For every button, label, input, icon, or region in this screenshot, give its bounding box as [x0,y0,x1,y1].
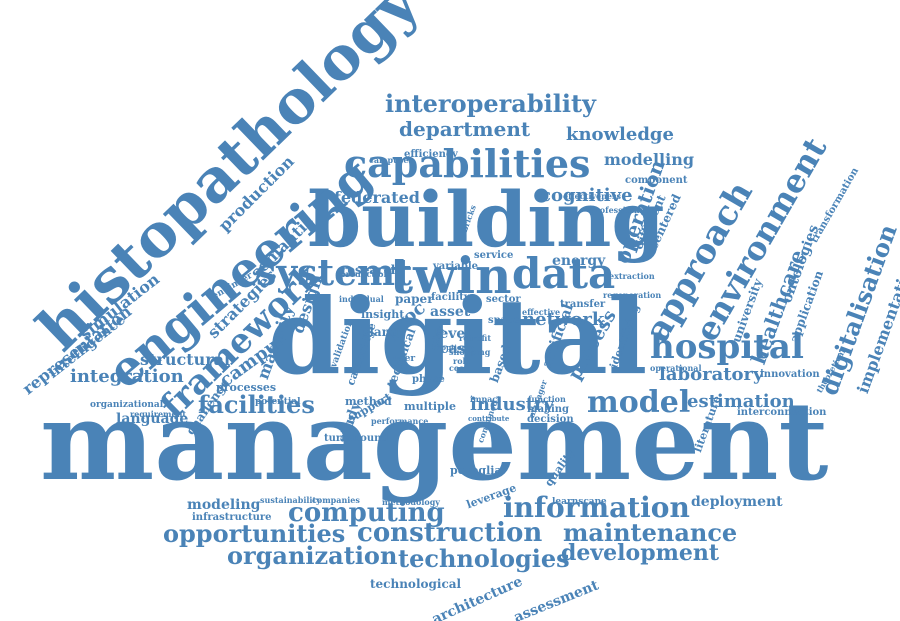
word-interoperability-23: interoperability [385,89,596,118]
word-twin-5: twin [390,246,512,305]
word-contribute-126: contribute [468,414,510,423]
word-model-14: model [587,385,691,420]
word-technological-60: technological [370,577,462,591]
word-network-49: network [522,309,605,330]
word-potential-99: potential [255,397,301,407]
word-cognitive-32: cognitive [540,185,633,206]
word-integration-35: integration [70,366,184,387]
word-campuses-74: campuses [369,155,414,165]
word-performance-124: performance [371,416,429,426]
word-management-0: management [40,379,829,505]
word-capabilities-8: capabilities [344,141,591,186]
word-cost-114: cost [449,363,468,373]
word-retrofit-112: retrofit [459,333,492,343]
word-processes-54: processes [216,381,277,394]
word-function-109: function [528,394,566,404]
word-language-46: language [116,411,189,427]
word-organization-20: organization [227,541,398,570]
word-space-84: space [488,315,520,326]
word-modeling-55: modeling [187,497,261,513]
word-department-24: department [399,117,531,141]
word-asset-79: asset [430,304,471,320]
word-extraction-121: extraction [609,271,655,281]
word-energy-50: energy [552,253,606,269]
word-phase-115: phase [412,374,445,385]
word-learnscape-91: learnscape [552,497,607,507]
word-federated-34: federated [334,188,420,207]
word-facilities-13: facilities [198,390,315,419]
word-methodology-94: methodology [382,497,440,507]
word-data-7: data [512,249,616,298]
word-making-110: making [527,404,570,415]
word-island-82: island [358,325,399,339]
word-knowledge-25: knowledge [566,124,674,145]
word-construction-17: construction [357,518,543,548]
word-insight-89: insight [361,308,405,321]
word-individual-127: individual [339,294,384,304]
word-computing-16: computing [288,498,445,528]
word-modelling-26: modelling [604,150,695,169]
word-structural-45: structural [140,350,231,369]
word-regeneration-120: regeneration [603,290,662,300]
word-effectiveness-104: effectiveness [563,191,622,201]
word-infrastructure-56: infrastructure [192,512,272,523]
word-transfer-85: transfer [560,299,606,310]
word-variable-76: variable [433,261,478,272]
word-industry-48: industry [470,394,554,415]
word-production-119: production [340,269,390,279]
word-effective-103: effective [522,307,561,317]
word-level-77: level [434,326,471,342]
word-role-113: role [453,356,471,366]
word-facility-81: facility [431,292,470,303]
word-shopping-130: shopping [449,347,491,357]
word-estimation-28: estimation [687,391,795,412]
word-turnaround-118: turnaround [324,433,389,444]
word-requirement-117: requirement [130,409,187,419]
word-adoption-128: adoption [432,343,467,352]
word-poveglia-61: poveglia [450,464,502,477]
word-sector-83: sector [486,294,521,305]
word-building-2: building [308,175,665,264]
word-systemt-6: systemt [256,252,412,294]
word-component-72: component [625,175,688,186]
word-innovation-66: innovation [760,369,820,380]
word-multiple-53: multiple [404,400,456,413]
word-digital-1: digital [268,275,648,398]
word-efficiency-73: efficiency [404,149,458,160]
word-method-95: method [345,395,392,408]
word-decision-111: decision [527,414,574,425]
word-organizational-98: organizational [90,400,164,410]
word-service-75: service [474,250,514,261]
word-paper-80: paper [395,292,434,306]
word-deployment-57: deployment [691,494,783,510]
word-interconnection-67: interconnection [737,407,827,418]
word-impact-116: impact [470,394,501,404]
word-professional-105: professional [590,205,646,215]
word-development-22: development [561,540,720,566]
word-case-78: case [440,341,475,357]
word-maintenance-18: maintenance [563,518,738,547]
word-technologies-21: technologies [398,544,570,573]
word-information-15: information [503,491,690,524]
word-laboratory-27: laboratory [659,364,764,385]
word-operational-108: operational [650,363,702,373]
word-companies-93: companies [312,495,360,505]
word-hospital-9: hospital [650,327,804,367]
word-research-88: research [341,263,400,277]
word-sustainability-92: sustainability [260,495,321,505]
word-opportunities-19: opportunities [163,519,346,548]
word-assessment-59: assessment [511,577,601,621]
word-user-132: user [393,354,416,364]
